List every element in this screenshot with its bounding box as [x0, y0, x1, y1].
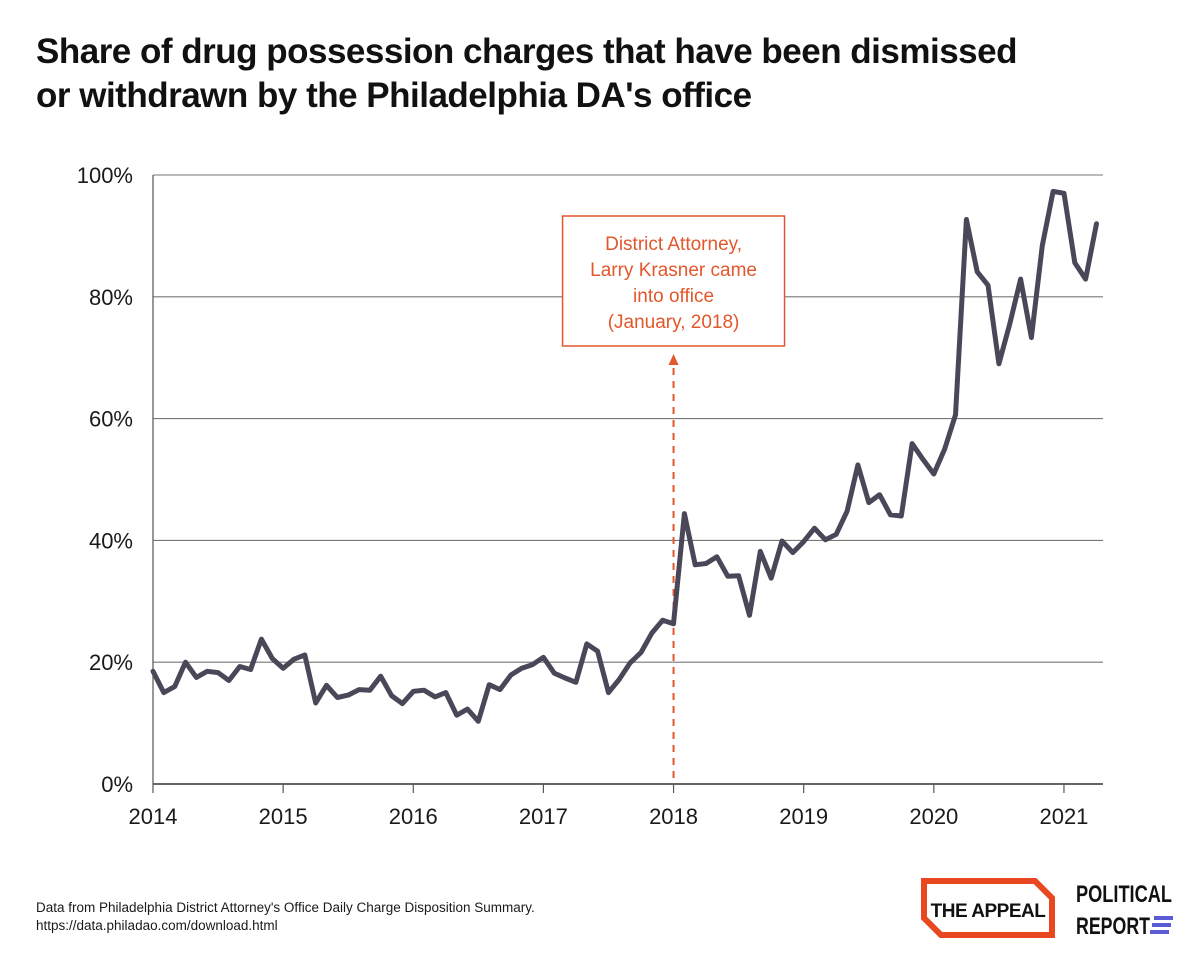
series-line	[150, 188, 1099, 724]
annotation-text: District Attorney, Larry Krasner came into…	[590, 234, 757, 333]
krasner-annotation: District Attorney, Larry Krasner came into…	[561, 215, 786, 784]
political-report-logo: POLITICAL REPORT	[1076, 881, 1173, 940]
source-line-1: Data from Philadelphia District Attorney…	[36, 900, 535, 915]
source-line-2: https://data.philadao.com/download.html	[36, 918, 278, 933]
the-appeal-logo: THE APPEAL	[921, 878, 1055, 938]
annotation-box	[561, 215, 786, 347]
political-report-line-2: REPORT	[1076, 913, 1150, 940]
x-tick-label: 2021	[1039, 804, 1088, 829]
x-tick-label: 2017	[519, 804, 568, 829]
annotation-line: into office	[633, 286, 714, 307]
annotation-line: District Attorney,	[605, 234, 742, 255]
source-note: Data from Philadelphia District Attorney…	[36, 899, 535, 935]
x-axis-ticks: 2014 2015 2016 2017 2018 2019 2020 2021	[129, 784, 1088, 829]
line-chart: 0%20%40%60%80%100% 2014 2015 2016 2017 2018 2…	[77, 163, 1103, 829]
y-tick-label: 80%	[89, 285, 133, 310]
appeal-logo-text: THE APPEAL	[931, 901, 1047, 922]
y-tick-label: 40%	[89, 528, 133, 553]
x-tick-label: 2019	[779, 804, 828, 829]
y-tick-label: 20%	[89, 650, 133, 675]
x-tick-label: 2015	[259, 804, 308, 829]
x-tick-label: 2018	[649, 804, 698, 829]
x-tick-label: 2014	[129, 804, 178, 829]
annotation-arrowhead	[668, 354, 679, 365]
y-tick-label: 100%	[77, 163, 133, 188]
x-tick-label: 2020	[909, 804, 958, 829]
appeal-logo-frame	[921, 878, 1055, 938]
political-report-stripes	[1150, 916, 1173, 934]
y-tick-label: 60%	[89, 407, 133, 432]
chart-title: Share of drug possession charges that ha…	[36, 30, 1136, 118]
political-report-line-1: POLITICAL	[1076, 881, 1172, 908]
y-axis-ticks: 0% 20% 40% 60% 80% 100%	[77, 163, 133, 797]
x-tick-label: 2016	[389, 804, 438, 829]
chart-title-line-1: Share of drug possession charges that ha…	[36, 32, 1017, 71]
annotation-line: (January, 2018)	[608, 312, 740, 333]
gridlines	[152, 174, 1103, 785]
y-tick-label: 0%	[101, 772, 133, 797]
annotation-line: Larry Krasner came	[590, 260, 757, 281]
chart-title-line-2: or withdrawn by the Philadelphia DA's of…	[36, 76, 752, 115]
